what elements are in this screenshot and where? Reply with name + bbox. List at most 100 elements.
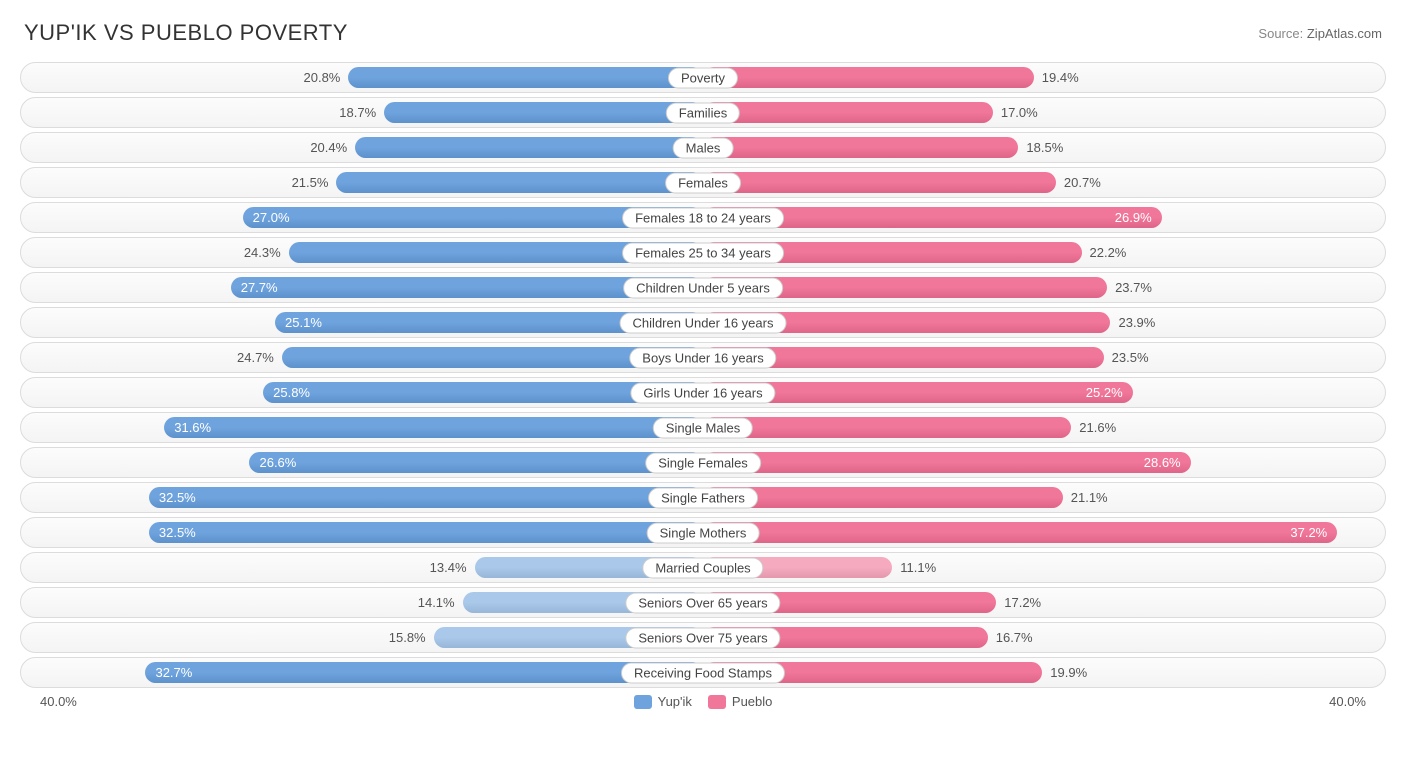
- bar-value-right: 23.7%: [1107, 280, 1160, 295]
- bar-value-left: 31.6%: [174, 420, 211, 435]
- chart-row: 24.7% 23.5%Boys Under 16 years: [20, 342, 1386, 373]
- bar-value-right: 21.6%: [1071, 420, 1124, 435]
- bar-half-left: 24.7%: [21, 343, 703, 372]
- bar-right: [703, 172, 1056, 193]
- row-category-label: Females: [665, 172, 741, 193]
- bar-right: [703, 67, 1034, 88]
- legend-label-right: Pueblo: [732, 694, 772, 709]
- bar-value-left: 20.8%: [296, 70, 349, 85]
- bar-half-left: 26.6%: [21, 448, 703, 477]
- bar-half-left: 18.7%: [21, 98, 703, 127]
- bar-right: 28.6%: [703, 452, 1191, 473]
- row-category-label: Single Females: [645, 452, 761, 473]
- bar-value-left: 18.7%: [331, 105, 384, 120]
- bar-value-left: 27.7%: [241, 280, 278, 295]
- row-category-label: Boys Under 16 years: [629, 347, 776, 368]
- row-category-label: Poverty: [668, 67, 738, 88]
- bar-left: 32.5%: [149, 487, 703, 508]
- bar-left: [336, 172, 703, 193]
- bar-half-right: 16.7%: [703, 623, 1385, 652]
- chart-row: 32.5%21.1%Single Fathers: [20, 482, 1386, 513]
- bar-half-left: 32.5%: [21, 483, 703, 512]
- source-label: Source:: [1258, 26, 1303, 41]
- bar-value-left: 20.4%: [302, 140, 355, 155]
- bar-half-left: 24.3%: [21, 238, 703, 267]
- chart-row: 25.1% 23.9% Children Under 16 years: [20, 307, 1386, 338]
- bar-half-right: 25.2%: [703, 378, 1385, 407]
- row-category-label: Seniors Over 65 years: [625, 592, 780, 613]
- legend-item-right: Pueblo: [708, 694, 772, 709]
- bar-value-left: 24.7%: [229, 350, 282, 365]
- bar-half-left: 20.4%: [21, 133, 703, 162]
- bar-half-right: 20.7%: [703, 168, 1385, 197]
- bar-right: [703, 102, 993, 123]
- bar-left: [384, 102, 703, 123]
- bar-right: 37.2%: [703, 522, 1337, 543]
- chart-row: 14.1% 17.2% Seniors Over 65 years: [20, 587, 1386, 618]
- bar-value-left: 21.5%: [284, 175, 337, 190]
- bar-value-right: 25.2%: [1086, 385, 1123, 400]
- bar-half-left: 25.1%: [21, 308, 703, 337]
- bar-half-left: 25.8%: [21, 378, 703, 407]
- diverging-bar-chart: 20.8% 19.4%Poverty 18.7% 17.0% Families 20.4%…: [20, 62, 1386, 688]
- bar-value-right: 17.2%: [996, 595, 1049, 610]
- bar-half-left: 32.5%: [21, 518, 703, 547]
- bar-value-left: 32.5%: [159, 525, 196, 540]
- bar-right: [703, 417, 1071, 438]
- legend-swatch-left: [634, 695, 652, 709]
- bar-half-right: 23.5%: [703, 343, 1385, 372]
- chart-source: Source: ZipAtlas.com: [1258, 26, 1382, 41]
- chart-row: 20.8% 19.4%Poverty: [20, 62, 1386, 93]
- row-category-label: Seniors Over 75 years: [625, 627, 780, 648]
- bar-value-right: 20.7%: [1056, 175, 1109, 190]
- bar-value-left: 27.0%: [253, 210, 290, 225]
- axis-max-left: 40.0%: [40, 694, 77, 709]
- legend-label-left: Yup'ik: [658, 694, 692, 709]
- bar-half-right: 19.4%: [703, 63, 1385, 92]
- chart-title: YUP'IK VS PUEBLO POVERTY: [24, 20, 348, 46]
- row-category-label: Single Males: [653, 417, 753, 438]
- row-category-label: Families: [666, 102, 740, 123]
- bar-value-right: 18.5%: [1018, 140, 1071, 155]
- bar-half-right: 28.6%: [703, 448, 1385, 477]
- bar-value-right: 23.9%: [1110, 315, 1163, 330]
- bar-value-left: 25.1%: [285, 315, 322, 330]
- source-value: ZipAtlas.com: [1307, 26, 1382, 41]
- bar-half-left: 21.5%: [21, 168, 703, 197]
- chart-row: 20.4% 18.5% Males: [20, 132, 1386, 163]
- bar-value-right: 22.2%: [1082, 245, 1135, 260]
- axis-max-right: 40.0%: [1329, 694, 1366, 709]
- bar-value-left: 32.5%: [159, 490, 196, 505]
- row-category-label: Girls Under 16 years: [630, 382, 775, 403]
- bar-half-right: 21.1%: [703, 483, 1385, 512]
- bar-half-right: 21.6%: [703, 413, 1385, 442]
- bar-half-right: 23.9%: [703, 308, 1385, 337]
- bar-value-right: 17.0%: [993, 105, 1046, 120]
- bar-half-left: 14.1%: [21, 588, 703, 617]
- bar-half-left: 32.7%: [21, 658, 703, 687]
- row-category-label: Males: [673, 137, 734, 158]
- chart-row: 25.8% 25.2% Girls Under 16 years: [20, 377, 1386, 408]
- bar-half-left: 27.0%: [21, 203, 703, 232]
- row-category-label: Single Mothers: [647, 522, 760, 543]
- chart-legend: Yup'ik Pueblo: [634, 694, 773, 709]
- bar-half-left: 15.8%: [21, 623, 703, 652]
- bar-value-left: 26.6%: [259, 455, 296, 470]
- bar-value-left: 32.7%: [155, 665, 192, 680]
- chart-row: 31.6% 21.6% Single Males: [20, 412, 1386, 443]
- bar-left: 32.5%: [149, 522, 703, 543]
- bar-left: 26.6%: [249, 452, 703, 473]
- bar-value-right: 11.1%: [892, 560, 944, 575]
- bar-left: [355, 137, 703, 158]
- row-category-label: Married Couples: [642, 557, 763, 578]
- row-category-label: Receiving Food Stamps: [621, 662, 785, 683]
- chart-row: 26.6% 28.6%Single Females: [20, 447, 1386, 478]
- row-category-label: Children Under 16 years: [620, 312, 787, 333]
- bar-value-left: 14.1%: [410, 595, 463, 610]
- chart-row: 24.3%22.2%Females 25 to 34 years: [20, 237, 1386, 268]
- chart-row: 13.4%11.1%Married Couples: [20, 552, 1386, 583]
- bar-left: 31.6%: [164, 417, 703, 438]
- bar-half-right: 17.0%: [703, 98, 1385, 127]
- bar-half-right: 11.1%: [703, 553, 1385, 582]
- chart-row: 18.7% 17.0% Families: [20, 97, 1386, 128]
